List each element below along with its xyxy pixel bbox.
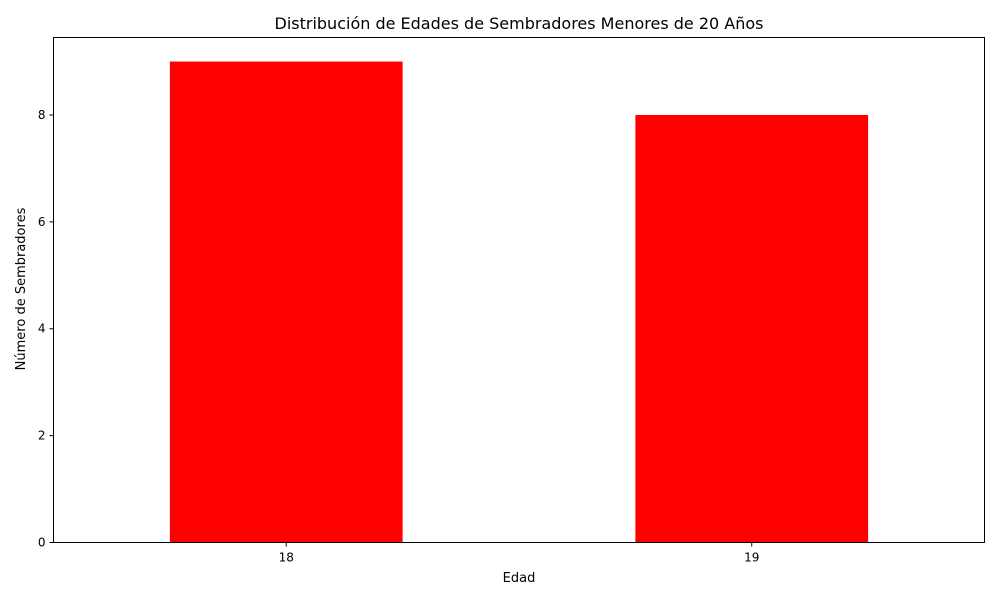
y-tick-label: 4	[38, 322, 46, 336]
y-tick-label: 0	[38, 536, 46, 550]
y-tick-label: 8	[38, 108, 46, 122]
x-tick-label: 19	[744, 551, 759, 565]
x-axis-label: Edad	[503, 571, 536, 586]
bar-19	[635, 114, 869, 543]
chart-title: Distribución de Edades de Sembradores Me…	[275, 14, 764, 33]
x-axis-ticks: 18 19	[279, 542, 759, 565]
x-tick-label: 18	[279, 551, 294, 565]
bar-18	[169, 61, 403, 543]
plot-frame	[53, 37, 985, 543]
bars-layer	[169, 61, 869, 543]
y-axis-label: Número de Sembradores	[14, 207, 29, 370]
y-axis-ticks: 0 2 4 6 8	[38, 108, 54, 550]
y-tick-label: 6	[38, 215, 46, 229]
y-tick-label: 2	[38, 429, 46, 443]
